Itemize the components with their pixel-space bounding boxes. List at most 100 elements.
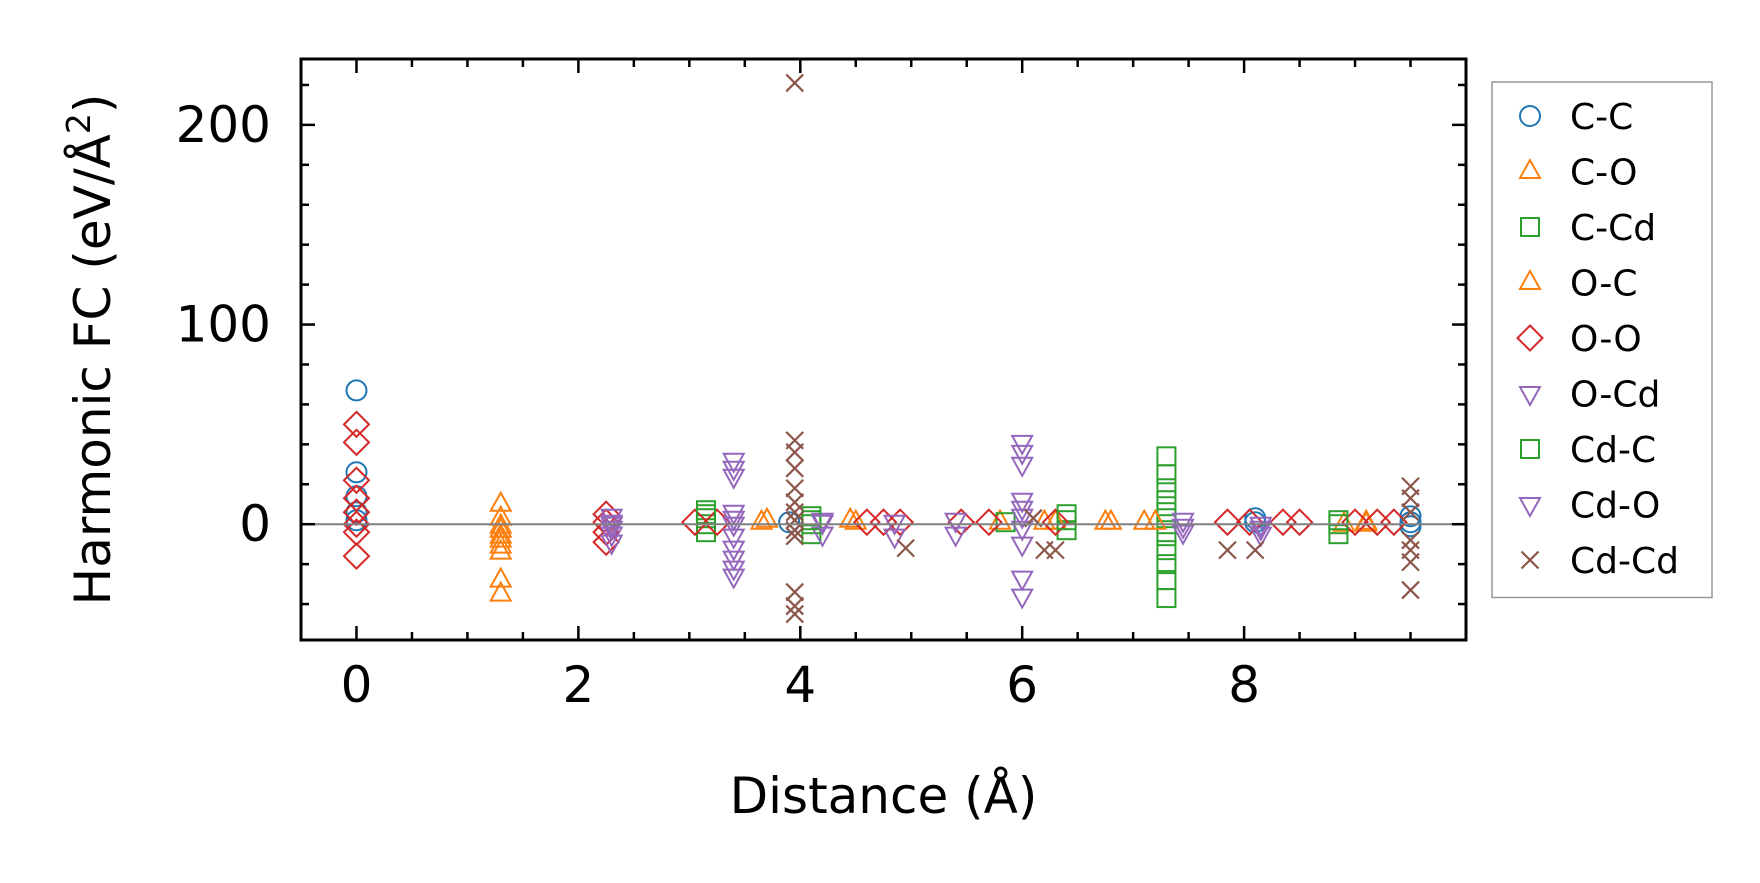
point-o-o — [342, 428, 371, 457]
point-c-cd — [695, 522, 716, 543]
legend-marker-cd-cd — [1520, 550, 1540, 570]
point-c-o — [489, 566, 513, 588]
point-o-o — [1213, 508, 1242, 537]
point-cd-cd — [1401, 530, 1420, 550]
point-c-c — [345, 461, 368, 484]
legend-label-c-c: C-C — [1570, 97, 1633, 138]
point-cd-c — [1156, 478, 1177, 499]
point-o-cd — [1010, 492, 1034, 514]
point-o-c — [1354, 508, 1378, 530]
x-tick-label: 6 — [1006, 656, 1038, 714]
y-axis-label-end: ) — [64, 94, 122, 114]
x-tick-label: 4 — [784, 656, 816, 714]
point-o-cd — [1171, 512, 1195, 534]
point-c-o — [489, 580, 513, 602]
legend-marker-c-o — [1518, 157, 1542, 179]
series-c-o — [489, 490, 1378, 602]
point-c-cd — [1156, 554, 1177, 575]
legend-marker-cd-o — [1518, 497, 1542, 519]
point-cd-cd — [1401, 580, 1420, 600]
point-o-cd — [722, 460, 746, 482]
point-o-o — [1269, 508, 1297, 537]
point-c-c — [778, 511, 801, 534]
point-o-cd — [722, 568, 746, 590]
point-o-cd — [722, 560, 746, 582]
point-c-c — [345, 501, 368, 524]
point-o-c — [755, 506, 779, 528]
legend-label-o-o: O-O — [1570, 319, 1642, 360]
point-cd-cd — [1218, 540, 1237, 560]
point-o-o — [1041, 508, 1070, 537]
point-o-cd — [1010, 444, 1034, 466]
point-c-cd — [1156, 464, 1177, 485]
point-o-cd — [1010, 536, 1034, 558]
point-o-cd — [810, 526, 835, 548]
point-o-cd — [1171, 524, 1195, 546]
point-c-cd — [1156, 490, 1177, 511]
point-o-cd — [1249, 526, 1273, 548]
point-o-o — [342, 510, 371, 539]
legend-label-o-c: O-C — [1570, 264, 1637, 305]
point-c-cd — [1156, 446, 1177, 467]
point-cd-cd — [785, 582, 805, 602]
point-cd-cd — [785, 73, 805, 93]
point-o-c — [1043, 508, 1068, 530]
point-c-cd — [1156, 540, 1177, 561]
point-c-o — [838, 506, 862, 528]
point-o-cd — [599, 526, 624, 548]
point-o-cd — [1010, 508, 1034, 530]
point-cd-cd — [896, 538, 915, 558]
point-o-cd — [722, 504, 746, 526]
point-o-c — [1099, 508, 1123, 530]
point-o-o — [886, 508, 915, 537]
point-cd-c — [1056, 510, 1077, 531]
x-tick-label: 8 — [1228, 656, 1260, 714]
legend-label-o-cd: O-Cd — [1570, 375, 1660, 416]
y-axis-label-main: Harmonic FC (eV/Å — [64, 134, 122, 605]
point-c-c — [345, 379, 368, 402]
legend-marker-o-cd — [1518, 386, 1542, 408]
point-cd-cd — [1401, 488, 1420, 508]
data-markers — [342, 73, 1422, 624]
point-c-o — [988, 508, 1012, 530]
point-c-cd — [1156, 588, 1177, 609]
point-c-cd — [695, 500, 716, 521]
point-cd-o — [1171, 518, 1195, 540]
point-cd-cd — [785, 443, 805, 462]
point-o-cd — [722, 452, 746, 474]
point-o-o — [1379, 508, 1408, 537]
point-o-c — [1143, 508, 1168, 530]
legend-marker-o-o — [1516, 324, 1544, 352]
legend-marker-c-cd — [1520, 217, 1540, 237]
point-c-cd — [1156, 526, 1177, 547]
legend-label-cd-cd: Cd-Cd — [1570, 541, 1679, 582]
y-axis-label: Harmonic FC (eV/Å2) — [59, 94, 122, 606]
point-o-cd — [882, 528, 907, 550]
legend-label-cd-c: Cd-C — [1570, 430, 1656, 471]
point-o-o — [680, 508, 709, 537]
plot-frame — [299, 57, 1468, 642]
point-cd-cd — [785, 596, 805, 616]
legend-label-cd-o: Cd-O — [1570, 486, 1660, 527]
point-o-cd — [1010, 570, 1034, 592]
point-o-cd — [599, 508, 624, 530]
point-cd-cd — [1046, 540, 1065, 560]
point-c-o — [749, 508, 774, 530]
y-axis-label-sup: 2 — [59, 113, 98, 134]
series-o-cd — [599, 434, 1273, 610]
point-o-c — [844, 508, 868, 530]
point-o-o — [342, 410, 371, 439]
tick-labels: 0 2 4 6 8 0 100 200 — [176, 96, 1260, 714]
point-c-o — [489, 490, 513, 512]
point-c-o — [489, 532, 513, 554]
point-cd-cd — [785, 502, 805, 522]
legend-marker-cd-c — [1520, 439, 1540, 459]
legend-label-c-cd: C-Cd — [1570, 208, 1656, 249]
point-o-cd — [722, 516, 746, 538]
point-c-o — [489, 526, 513, 548]
point-c-o — [489, 538, 513, 560]
point-cd-o — [1249, 520, 1273, 542]
y-tick-label: 100 — [176, 296, 271, 354]
point-o-cd — [1010, 588, 1034, 610]
